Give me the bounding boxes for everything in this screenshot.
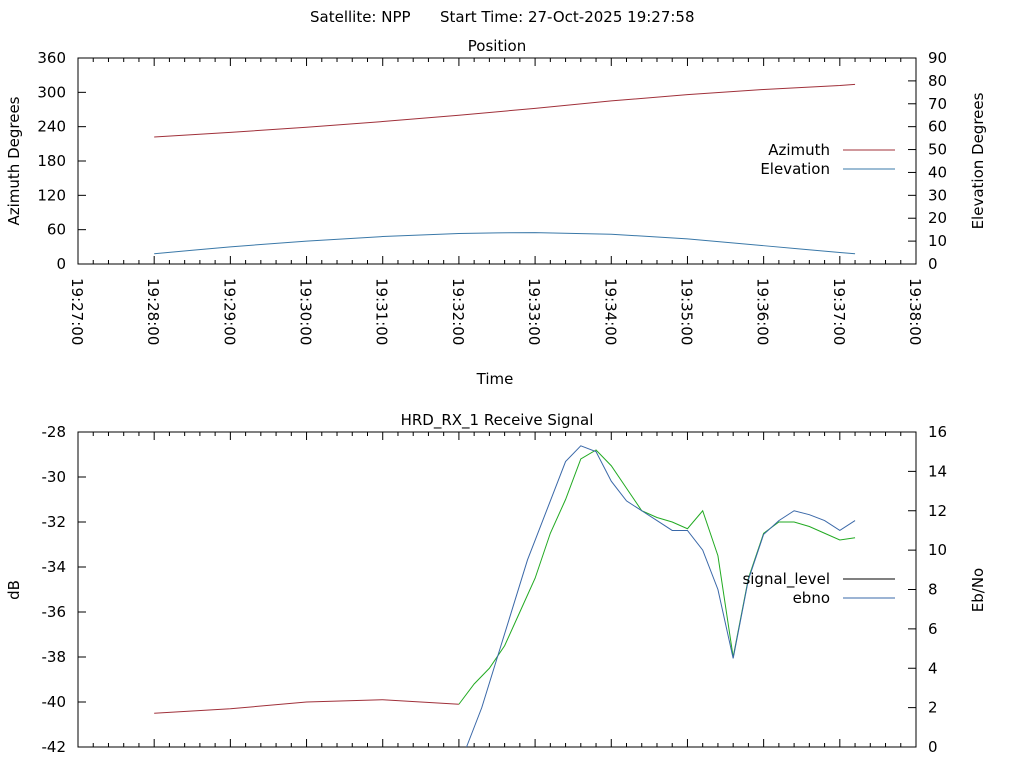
series-line-Elevation <box>154 232 856 255</box>
x-tick-label: 19:38:00 <box>906 278 924 345</box>
y2-tick-label: 2 <box>928 699 938 717</box>
y2-tick-label: 10 <box>928 541 947 559</box>
y2-tick-label: 40 <box>928 163 947 181</box>
y2-tick-label: 4 <box>928 659 938 677</box>
y2-tick-label: 90 <box>928 49 947 67</box>
x-tick-label: 19:36:00 <box>754 278 772 345</box>
legend-label: ebno <box>793 589 830 607</box>
series-line-signal_level-locked <box>458 449 856 705</box>
y-tick-label: 240 <box>37 118 66 136</box>
position-chart: Position 0 60 120 180 240 300 360 0 10 20 30 40 50 60… <box>5 37 987 388</box>
position-axes: 0 60 120 180 240 300 360 0 10 20 30 40 50 60 70 80 90 19:… <box>37 49 947 345</box>
signal-title: HRD_RX_1 Receive Signal <box>401 411 594 430</box>
y2-tick-label: 8 <box>928 581 938 599</box>
signal-plot-frame <box>77 431 917 748</box>
y-tick-label: 0 <box>56 255 66 273</box>
y-tick-label: -30 <box>42 468 67 486</box>
y2-tick-label: 70 <box>928 95 947 113</box>
series-line-signal_level <box>154 699 459 714</box>
y-tick-label: 120 <box>37 186 66 204</box>
y-tick-label: -36 <box>42 603 67 621</box>
y2-tick-label: 0 <box>928 255 938 273</box>
x-tick-label: 19:30:00 <box>297 278 315 345</box>
series-line-Azimuth <box>154 83 856 138</box>
y-tick-label: 180 <box>37 152 66 170</box>
y-tick-label: -38 <box>42 648 67 666</box>
x-tick-label: 19:28:00 <box>144 278 162 345</box>
x-tick-label: 19:32:00 <box>449 278 467 345</box>
y2-tick-label: 30 <box>928 186 947 204</box>
position-series <box>154 83 856 255</box>
position-y2label: Elevation Degrees <box>969 92 987 229</box>
x-tick-label: 19:33:00 <box>525 278 543 345</box>
x-tick-label: 19:35:00 <box>677 278 695 345</box>
y-tick-label: -34 <box>42 558 67 576</box>
legend-label: Elevation <box>760 160 830 178</box>
start-time-label: Start Time: 27-Oct-2025 19:27:58 <box>440 8 695 26</box>
y2-tick-label: 16 <box>928 423 947 441</box>
y-tick-label: -28 <box>42 423 67 441</box>
y-tick-label: 60 <box>47 221 66 239</box>
legend-label: signal_level <box>742 570 830 589</box>
y2-tick-label: 20 <box>928 209 947 227</box>
x-tick-label: 19:29:00 <box>220 278 238 345</box>
x-tick-label: 19:31:00 <box>373 278 391 345</box>
signal-axes: -42 -40 -38 -36 -34 -32 -30 -28 0 2 4 6 8 10 12 14 16 <box>42 423 948 756</box>
y2-tick-label: 10 <box>928 232 947 250</box>
y-tick-label: -32 <box>42 513 67 531</box>
y-tick-label: 360 <box>37 49 66 67</box>
position-xlabel: Time <box>476 370 514 388</box>
x-tick-label: 19:37:00 <box>830 278 848 345</box>
y2-tick-label: 0 <box>928 738 938 756</box>
y-tick-label: 300 <box>37 83 66 101</box>
y2-tick-label: 6 <box>928 620 938 638</box>
y2-tick-label: 14 <box>928 462 947 480</box>
position-ylabel: Azimuth Degrees <box>5 96 23 225</box>
x-tick-label: 19:34:00 <box>601 278 619 345</box>
receive-signal-chart: HRD_RX_1 Receive Signal -42-40-38-36-34-… <box>5 411 987 756</box>
signal-series <box>154 445 856 748</box>
satellite-label: Satellite: NPP <box>310 8 411 26</box>
y2-tick-label: 80 <box>928 72 947 90</box>
signal-y2label: Eb/No <box>969 568 987 612</box>
x-tick-label: 19:27:00 <box>68 278 86 345</box>
y2-tick-label: 50 <box>928 141 947 159</box>
y2-tick-label: 60 <box>928 118 947 136</box>
signal-ylabel: dB <box>5 580 23 600</box>
y2-tick-label: 12 <box>928 502 947 520</box>
y-tick-label: -40 <box>42 693 67 711</box>
series-line-ebno <box>466 445 856 748</box>
position-title: Position <box>468 37 526 55</box>
y-tick-label: -42 <box>42 738 67 756</box>
legend-label: Azimuth <box>768 141 830 159</box>
